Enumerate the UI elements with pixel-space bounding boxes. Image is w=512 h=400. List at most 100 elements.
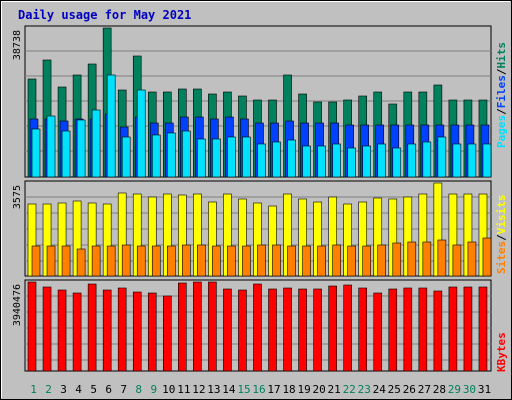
hits_files_pages-bar-pages [467,143,477,178]
visits_sites-bar-sites [151,245,161,277]
hits_files_pages-bar-pages [437,136,447,178]
hits_files_pages-bar-pages [287,139,296,178]
visits_sites-bar-sites [106,245,116,277]
day-label: 30 [463,383,476,396]
legend-visits-sites-part: / [495,234,508,241]
legend-hits-files-pages-part: Files [495,75,508,108]
visits_sites-bar-sites [197,244,206,277]
hits_files_pages-bar-pages [212,138,221,178]
day-label: 31 [478,383,491,396]
kbytes-bar-kbytes [162,295,172,372]
kbytes-bar-kbytes [418,287,428,372]
kbytes-bar-kbytes [193,281,202,372]
legend-visits-sites-part: Sites [495,241,508,274]
visits_sites-bar-sites [212,245,221,277]
kbytes-bar-kbytes [373,292,383,372]
day-label: 19 [297,383,310,396]
visits_sites-bar-sites [272,244,281,277]
hits_files_pages-bar-pages [392,147,402,178]
hits_files_pages-bar-pages [182,130,191,178]
visits_sites-bar-sites [182,244,191,277]
hits_files_pages-bar-pages [317,145,326,178]
hits_files_pages-bar-pages [121,136,131,178]
hits_files_pages-bar-pages [242,136,251,178]
hits_files_pages-bar-pages [272,141,281,178]
day-label: 24 [373,383,387,396]
day-label: 1 [30,383,37,396]
visits_sites-bar-sites [347,245,356,277]
hits_files_pages-bar-pages [362,145,372,178]
visits_sites-bar-sites [31,245,41,277]
visits_sites-bar-sites [377,244,387,277]
kbytes-bar-kbytes [253,283,262,372]
visits_sites-bar-sites [121,244,131,277]
chart-title: Daily usage for May 2021 [18,8,191,22]
kbytes-ytick-label: 3940476 [12,284,23,326]
kbytes-bar-kbytes [57,289,67,372]
visits_sites-bar-sites [407,241,417,277]
kbytes-bar-kbytes [388,288,398,372]
visits_sites-bar-sites [302,245,311,277]
day-label: 26 [403,383,416,396]
hits_files_pages-bar-pages [422,141,432,178]
hits_files_pages-bar-pages [257,143,266,178]
day-label: 3 [60,383,67,396]
hits_files_pages-bar-pages [76,119,86,178]
legend-hits-files-pages-part: / [495,108,508,115]
kbytes-bar-kbytes [117,287,127,372]
visits_sites-bar-sites [467,241,477,277]
hits_files_pages-bar-pages [46,115,56,178]
legend-visits-sites-part: Visits [495,195,508,235]
day-label: 17 [267,383,280,396]
visits_sites-bar-sites [482,237,492,277]
day-label: 8 [135,383,142,396]
hits_files_pages-bar-pages [452,143,462,178]
hits_files_pages-bar-pages [332,143,341,178]
day-label: 16 [252,383,265,396]
day-label: 28 [433,383,446,396]
legend-visits-sites: Sites/Visits [495,195,508,275]
kbytes-bar-kbytes [343,284,352,372]
day-label: 21 [328,383,341,396]
hits_files_pages-bar-pages [302,145,311,178]
day-label: 29 [448,383,461,396]
kbytes-bar-kbytes [27,281,37,372]
kbytes-bar-kbytes [87,283,97,372]
kbytes-bar-kbytes [208,281,217,372]
kbytes-bar-kbytes [72,292,82,372]
hits_files_pages-bar-pages [166,132,176,178]
kbytes-bar-kbytes [42,286,52,372]
visits_sites-bar-sites [46,245,56,277]
hits_files_pages-ytick-label: 38738 [12,30,23,60]
kbytes-bar-kbytes [147,292,157,372]
hits_files_pages-bar-pages [407,143,417,178]
kbytes-bar-kbytes [463,286,473,372]
hits_files_pages-bar-pages [31,128,41,178]
kbytes-bar-kbytes [478,286,488,372]
hits_files_pages-bar-pages [197,138,206,178]
visits_sites-bar-sites [61,245,71,277]
visits_sites-ytick-label: 3575 [12,185,23,209]
legend-hits-files-pages: Pages/Files/Hits [495,42,508,148]
day-label: 2 [45,383,52,396]
kbytes-bar-kbytes [223,288,232,372]
visits_sites-bar-sites [317,245,326,277]
day-label: 4 [75,383,82,396]
visits_sites-bar-sites [242,245,251,277]
day-label: 14 [222,383,236,396]
visits_sites-bar-sites [392,242,402,277]
visits_sites-bar-sites [76,248,86,277]
kbytes-bar-kbytes [358,287,368,372]
day-label: 9 [150,383,157,396]
kbytes-bar-kbytes [102,289,112,372]
legend-kbytes-part: KBytes [495,332,508,372]
day-label: 13 [207,383,220,396]
kbytes-bar-kbytes [178,282,187,372]
day-label: 15 [237,383,250,396]
kbytes-bar-kbytes [283,287,292,372]
kbytes-bar-kbytes [238,289,247,372]
day-label: 23 [358,383,371,396]
day-label: 20 [313,383,326,396]
